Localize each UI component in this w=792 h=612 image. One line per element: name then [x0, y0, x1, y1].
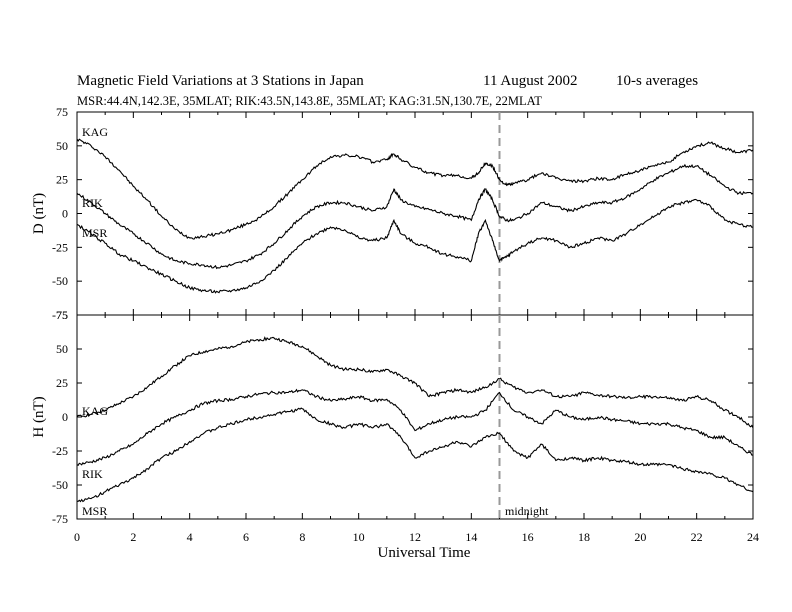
xtick-label: 4 — [187, 530, 193, 544]
top-label-msr: MSR — [82, 226, 107, 240]
bottom-series-kag — [76, 336, 754, 429]
top-ytick-label: -50 — [52, 274, 68, 288]
bottom-ylabel: H (nT) — [31, 396, 47, 437]
top-series-kag — [76, 138, 754, 240]
station-coordinates: MSR:44.4N,142.3E, 35MLAT; RIK:43.5N,143.… — [77, 94, 542, 108]
top-ytick-label: 25 — [56, 173, 68, 187]
xtick-label: 18 — [578, 530, 590, 544]
top-ytick-label: -75 — [52, 308, 68, 322]
top-ytick-label: -25 — [52, 240, 68, 254]
xtick-label: 2 — [130, 530, 136, 544]
top-ytick-label: 0 — [62, 207, 68, 221]
xtick-label: 0 — [74, 530, 80, 544]
xtick-label: 16 — [522, 530, 534, 544]
top-label-kag: KAG — [82, 125, 108, 139]
xaxis-label: Universal Time — [378, 545, 471, 561]
xtick-label: 24 — [747, 530, 759, 544]
top-ylabel: D (nT) — [31, 193, 47, 234]
chart-averaging: 10-s averages — [616, 73, 699, 89]
xtick-label: 10 — [353, 530, 365, 544]
bottom-label-kag: KAG — [82, 404, 108, 418]
top-ytick-label: 50 — [56, 139, 68, 153]
top-series-rik — [76, 163, 754, 270]
bottom-series-rik — [76, 388, 753, 467]
xtick-label: 22 — [691, 530, 703, 544]
bottom-label-rik: RIK — [82, 467, 103, 481]
bottom-ytick-label: -50 — [52, 478, 68, 492]
xtick-label: 14 — [465, 530, 477, 544]
xtick-label: 12 — [409, 530, 421, 544]
top-ytick-label: 75 — [56, 105, 68, 119]
top-plot-frame — [76, 111, 754, 316]
bottom-series-msr — [77, 407, 754, 503]
bottom-label-msr: MSR — [82, 504, 107, 518]
bottom-ytick-label: 50 — [56, 342, 68, 356]
xtick-label: 6 — [243, 530, 249, 544]
bottom-plot-frame — [76, 314, 754, 520]
top-label-rik: RIK — [82, 196, 103, 210]
chart-title: Magnetic Field Variations at 3 Stations … — [77, 73, 364, 89]
bottom-ytick-label: 0 — [62, 410, 68, 424]
bottom-ytick-label: 25 — [56, 376, 68, 390]
midnight-annotation: midnight — [505, 504, 549, 518]
top-series-msr — [76, 198, 754, 294]
chart-date: 11 August 2002 — [483, 73, 578, 89]
xtick-label: 8 — [299, 530, 305, 544]
xtick-label: 20 — [634, 530, 646, 544]
bottom-ytick-label: 75 — [56, 308, 68, 322]
bottom-ytick-label: -75 — [52, 512, 68, 526]
bottom-ytick-label: -25 — [52, 444, 68, 458]
